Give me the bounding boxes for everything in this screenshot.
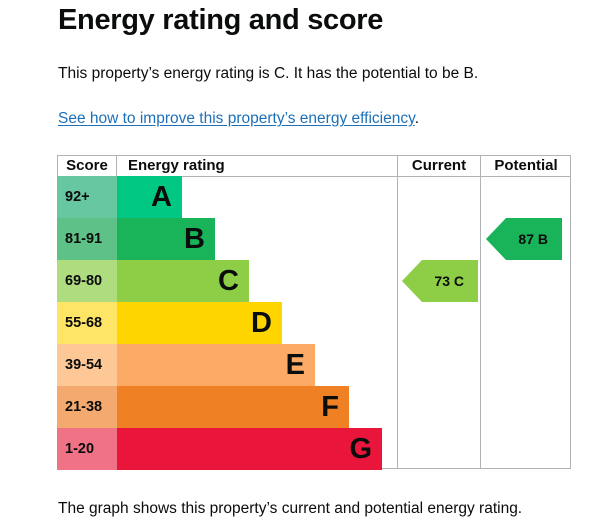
band-score: 21-38 (57, 386, 117, 428)
band-letter: G (349, 433, 372, 465)
graph-description: The graph shows this property’s current … (58, 500, 523, 517)
current-rating-label: 73 C (434, 273, 464, 289)
band-score: 39-54 (57, 344, 117, 386)
band-row-g: 1-20 G (57, 428, 397, 470)
band-row-e: 39-54 E (57, 344, 397, 386)
band-bar: C (117, 260, 249, 302)
band-letter: F (321, 391, 339, 423)
header-energy-rating: Energy rating (128, 157, 225, 174)
band-letter: D (251, 307, 272, 339)
header-potential: Potential (494, 157, 558, 174)
link-suffix: . (414, 110, 419, 127)
band-bar: G (117, 428, 382, 470)
band-row-d: 55-68 D (57, 302, 397, 344)
grid-current-divider (397, 155, 398, 469)
band-row-a: 92+ A (57, 176, 397, 218)
band-letter: C (218, 265, 239, 297)
potential-rating-arrow: 87 B (486, 218, 562, 260)
rating-summary: This property’s energy rating is C. It h… (58, 65, 479, 82)
band-letter: B (184, 223, 205, 255)
band-score: 55-68 (57, 302, 117, 344)
band-bar: E (117, 344, 315, 386)
band-bar: B (117, 218, 215, 260)
band-bar: A (117, 176, 182, 218)
band-row-b: 81-91 B (57, 218, 397, 260)
band-score: 69-80 (57, 260, 117, 302)
grid-score-divider (116, 155, 117, 177)
grid-top-line (57, 155, 571, 156)
band-bar: F (117, 386, 349, 428)
header-current: Current (411, 157, 467, 174)
band-bar: D (117, 302, 282, 344)
improve-link-line: See how to improve this property’s energ… (58, 110, 419, 128)
grid-left-line (57, 155, 58, 177)
band-score: 92+ (57, 176, 117, 218)
improve-efficiency-link[interactable]: See how to improve this property’s energ… (58, 110, 415, 127)
header-score: Score (66, 157, 108, 174)
current-rating-arrow: 73 C (402, 260, 478, 302)
grid-header-line (57, 176, 571, 177)
band-score: 1-20 (57, 428, 117, 470)
potential-rating-label: 87 B (518, 231, 548, 247)
band-letter: A (151, 181, 172, 213)
band-letter: E (285, 349, 305, 381)
grid-potential-divider (480, 155, 481, 469)
band-score: 81-91 (57, 218, 117, 260)
band-row-c: 69-80 C (57, 260, 397, 302)
band-row-f: 21-38 F (57, 386, 397, 428)
energy-rating-graph: Score Energy rating Current Potential 92… (57, 155, 571, 470)
grid-right-line (570, 155, 571, 469)
page-title: Energy rating and score (58, 4, 384, 36)
